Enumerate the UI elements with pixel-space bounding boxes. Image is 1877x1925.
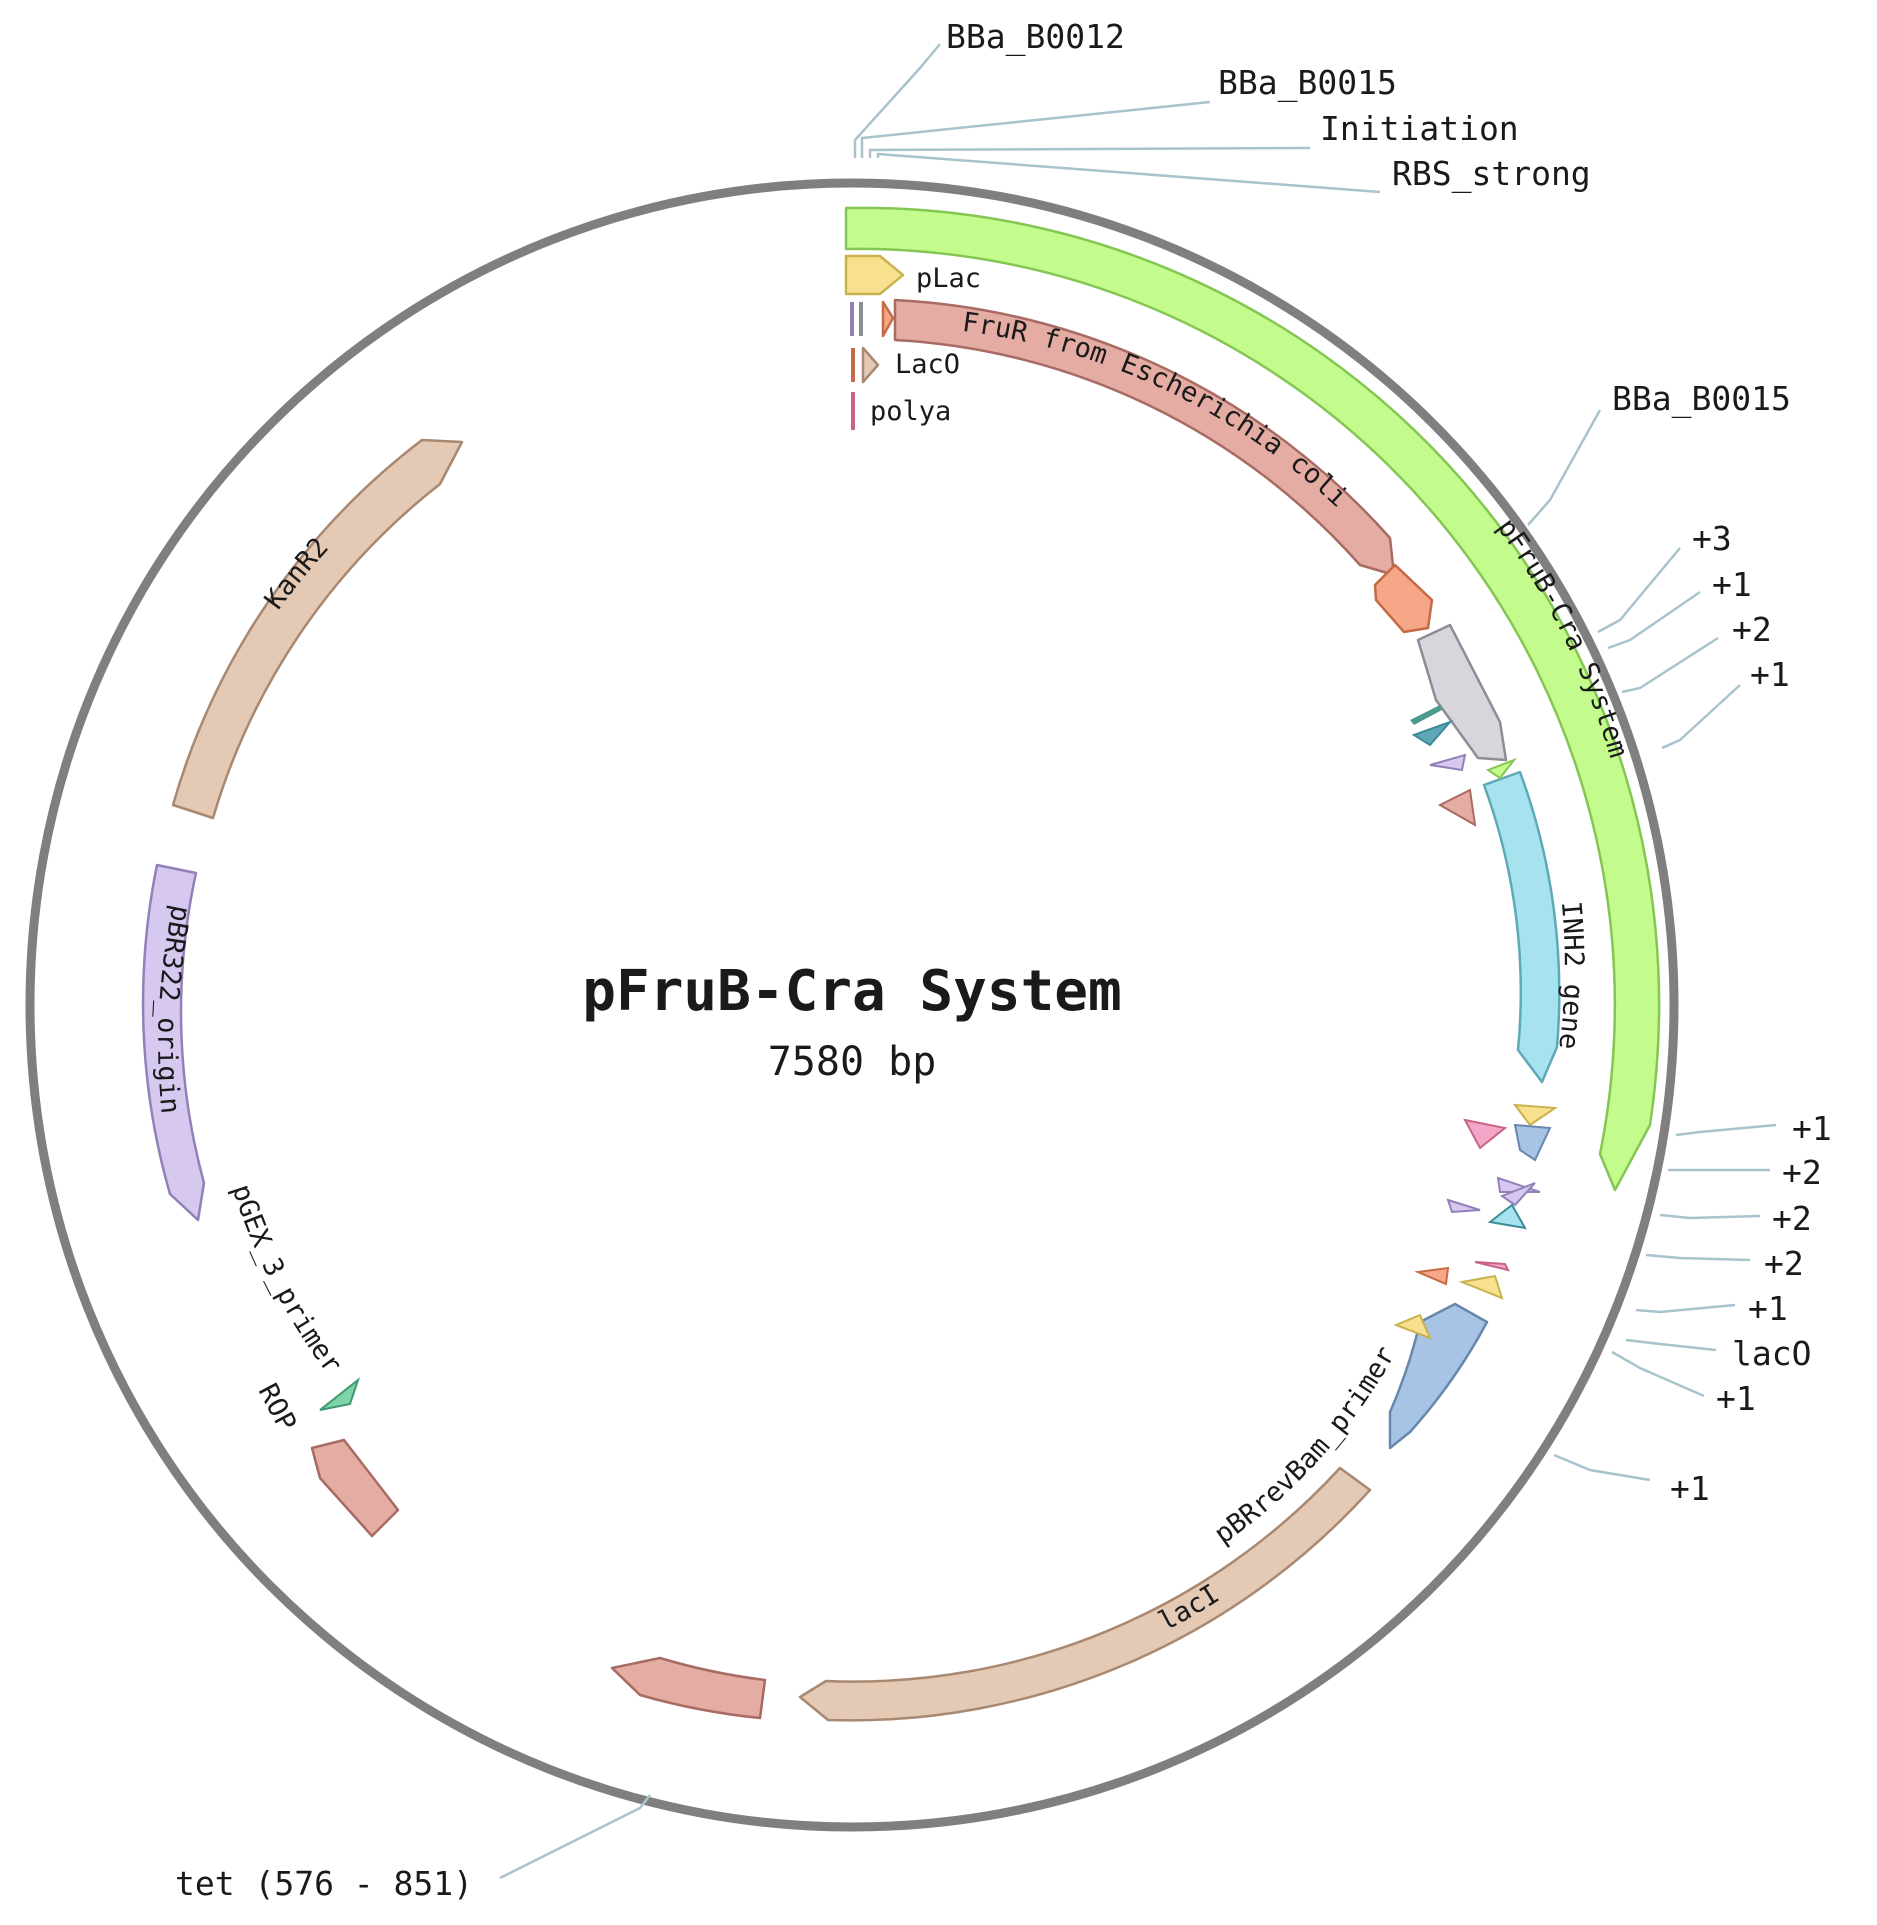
leader-lines xyxy=(499,43,1777,1880)
orange-cds-feature[interactable] xyxy=(1373,563,1434,634)
purple-marker[interactable] xyxy=(1429,753,1467,772)
plac-feature[interactable] xyxy=(844,254,905,296)
pink-marker[interactable] xyxy=(1474,1261,1510,1272)
rop-label: ROP xyxy=(252,1379,302,1437)
frame-label: +1 xyxy=(1712,565,1752,604)
small-gray-feature[interactable] xyxy=(859,302,863,336)
inh2-gene-label: INH2 gene xyxy=(1552,900,1589,1051)
blue-marker[interactable] xyxy=(1513,1123,1552,1162)
green-marker[interactable] xyxy=(1485,757,1517,780)
gray-cds-feature[interactable] xyxy=(1416,623,1508,762)
bba-b0015-label: BBa_B0015 xyxy=(1218,63,1397,103)
kanr2-feature[interactable] xyxy=(171,438,464,820)
small-markers-right xyxy=(319,705,1558,1411)
initiation-label: Initiation xyxy=(1320,109,1519,148)
frame-label: +2 xyxy=(1782,1153,1822,1192)
polya-label: polya xyxy=(870,396,951,427)
laco-feature[interactable] xyxy=(861,346,880,384)
yellow-marker[interactable] xyxy=(1512,1103,1558,1127)
frame-label: +1 xyxy=(1792,1109,1832,1148)
laco-right-label: lacO xyxy=(1732,1334,1811,1373)
frame-label: +1 xyxy=(1750,655,1790,694)
rop-feature[interactable] xyxy=(310,1438,400,1538)
yellow-marker[interactable] xyxy=(1458,1274,1504,1300)
purple-marker[interactable] xyxy=(1446,1198,1481,1214)
frame-label: +1 xyxy=(1716,1379,1756,1418)
frame-label: +2 xyxy=(1772,1199,1812,1238)
inh2-gene-feature[interactable] xyxy=(1482,770,1561,1084)
orange-marker[interactable] xyxy=(1414,1266,1450,1286)
bba-b0015-label: BBa_B0015 xyxy=(1612,379,1791,419)
frur-feature[interactable] xyxy=(893,298,1396,577)
frame-label: +3 xyxy=(1692,519,1732,558)
polya-feature[interactable] xyxy=(851,392,855,430)
laci-feature[interactable] xyxy=(798,1466,1372,1722)
yellow-marker[interactable] xyxy=(1393,1313,1432,1340)
bba-b0012-label: BBa_B0012 xyxy=(946,17,1125,57)
laco-label: LacO xyxy=(895,349,960,380)
frame-label: +2 xyxy=(1732,610,1772,649)
teal-marker[interactable] xyxy=(1410,705,1442,725)
plasmid-backbone xyxy=(25,178,1679,1832)
pbr322-origin-feature[interactable] xyxy=(141,863,206,1222)
pfrub-cra-system-feature[interactable] xyxy=(844,206,1661,1192)
tet-label: tet (576 - 851) xyxy=(175,1864,473,1903)
plasmid-name: pFruB-Cra System xyxy=(582,959,1121,1024)
frame-label: +1 xyxy=(1748,1289,1788,1328)
rbs-strong-label: RBS_strong xyxy=(1392,154,1591,194)
plasmid-length: 7580 bp xyxy=(768,1039,937,1085)
pink-marker[interactable] xyxy=(1463,1118,1508,1150)
frame-label: +1 xyxy=(1670,1469,1710,1508)
tet-block-feature[interactable] xyxy=(610,1656,767,1720)
frame-label: +2 xyxy=(1764,1244,1804,1283)
teal-marker[interactable] xyxy=(1411,719,1454,747)
plac-label: pLac xyxy=(916,263,981,294)
green-marker[interactable] xyxy=(319,1377,361,1411)
laco-red-marker[interactable] xyxy=(851,348,855,382)
pbrrevbam-primer-feature[interactable] xyxy=(1388,1302,1489,1450)
pgex-3-primer-label: pGEX_3_primer xyxy=(226,1181,348,1380)
small-purple-feature[interactable] xyxy=(850,302,854,336)
purple-marker[interactable] xyxy=(1499,1182,1536,1207)
cyan-marker[interactable] xyxy=(1487,1203,1527,1230)
red-marker[interactable] xyxy=(1437,788,1477,827)
small-orange-marker[interactable] xyxy=(881,300,895,338)
